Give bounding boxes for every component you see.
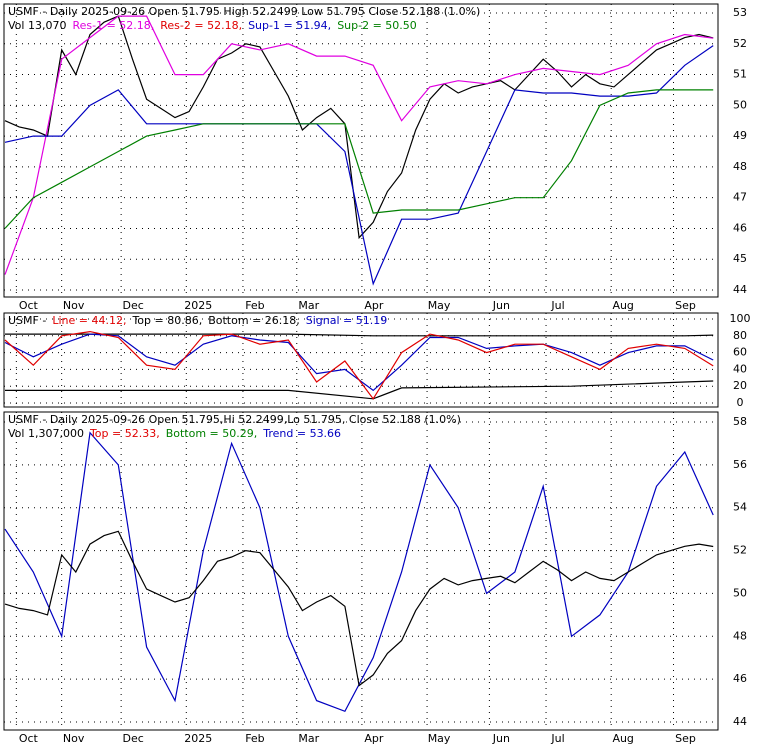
series-line	[4, 431, 714, 713]
series-line	[4, 530, 714, 687]
panel-frame	[3, 312, 719, 408]
panel-frame	[3, 411, 719, 731]
y-tick-label: 48	[733, 160, 747, 173]
y-tick-label: 44	[733, 283, 747, 296]
y-tick-label: 50	[733, 586, 747, 599]
x-tick-label: Feb	[245, 732, 264, 745]
x-tick-label: Mar	[298, 732, 319, 745]
x-tick-label: Dec	[122, 732, 143, 745]
series-line	[4, 15, 714, 275]
x-tick-label: Apr	[364, 299, 384, 312]
x-tick-label: Aug	[612, 732, 633, 745]
header-text: Line = 44.12,	[52, 314, 126, 327]
y-tick-label: 54	[733, 501, 747, 514]
y-tick-label: 53	[733, 6, 747, 19]
y-tick-label: 49	[733, 129, 747, 142]
x-tick-label: Apr	[364, 732, 384, 745]
header-text: Res-2 = 52.18,	[160, 19, 242, 32]
y-tick-label: 52	[733, 544, 747, 557]
header-text: Vol 13,070	[8, 19, 66, 32]
series-line	[4, 333, 714, 392]
y-tick-label: 44	[733, 715, 747, 728]
x-tick-label: Jun	[492, 732, 510, 745]
series-line	[4, 89, 714, 229]
header-text: Res-1 = 52.18,	[72, 19, 154, 32]
x-tick-label: May	[428, 299, 451, 312]
header-text: Top = 52.33,	[89, 427, 160, 440]
x-tick-label: Oct	[19, 732, 39, 745]
y-tick-label: 100	[730, 312, 751, 325]
y-tick-label: 52	[733, 37, 747, 50]
y-tick-label: 60	[733, 346, 747, 359]
y-tick-label: 48	[733, 629, 747, 642]
x-tick-label: Mar	[298, 299, 319, 312]
x-tick-label: Sep	[675, 299, 696, 312]
y-tick-label: 58	[733, 415, 747, 428]
x-tick-label: Dec	[122, 299, 143, 312]
series-line	[5, 333, 714, 337]
x-tick-label: Feb	[245, 299, 264, 312]
header-text: Bottom = 26.18,	[208, 314, 300, 327]
header-text: Signal = 51.19	[306, 314, 388, 327]
y-tick-label: 20	[733, 379, 747, 392]
x-tick-label: 2025	[184, 732, 212, 745]
header-text: Top = 80.86,	[131, 314, 202, 327]
series-line	[4, 330, 714, 400]
y-tick-label: 80	[733, 329, 747, 342]
header-text: Sup-2 = 50.50	[337, 19, 417, 32]
header-text: USMF - Daily 2025-09-26 Open 51.795 High…	[8, 5, 480, 18]
x-tick-label: 2025	[184, 299, 212, 312]
header-text: Trend = 53.66	[262, 427, 341, 440]
x-tick-label: Jul	[550, 299, 564, 312]
y-tick-label: 51	[733, 68, 747, 81]
x-tick-label: Sep	[675, 732, 696, 745]
header-text: Bottom = 50.29,	[166, 427, 258, 440]
header-text: Sup-1 = 51.94,	[248, 19, 331, 32]
series-line	[4, 15, 714, 240]
y-tick-label: 45	[733, 252, 747, 265]
series-line	[4, 45, 714, 286]
y-tick-label: 46	[733, 672, 747, 685]
x-tick-label: May	[428, 732, 451, 745]
header-text: USMF -	[8, 314, 46, 327]
x-tick-label: Oct	[19, 299, 39, 312]
y-tick-label: 40	[733, 362, 747, 375]
panel-frame	[3, 3, 719, 298]
series-line	[5, 380, 714, 400]
x-tick-label: Jul	[550, 732, 564, 745]
x-tick-label: Nov	[63, 732, 85, 745]
x-tick-label: Nov	[63, 299, 85, 312]
x-tick-label: Jun	[492, 299, 510, 312]
y-tick-label: 46	[733, 221, 747, 234]
y-tick-label: 0	[737, 396, 744, 409]
y-tick-label: 50	[733, 98, 747, 111]
header-text: USMF - Daily 2025-09-26 Open 51.795,Hi 5…	[8, 413, 461, 426]
y-tick-label: 47	[733, 191, 747, 204]
x-tick-label: Aug	[612, 299, 633, 312]
y-tick-label: 56	[733, 458, 747, 471]
header-text: Vol 1,307,000	[8, 427, 84, 440]
